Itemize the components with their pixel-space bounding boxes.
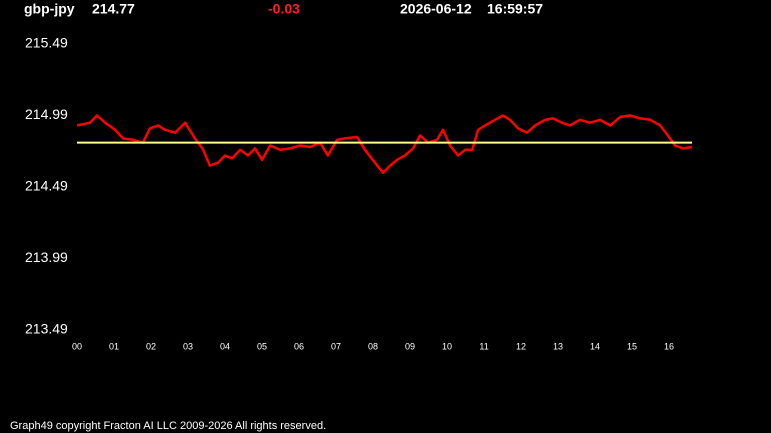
x-tick-label: 14 [590,341,600,351]
x-tick-label: 12 [516,341,526,351]
date: 2026-06-12 [400,1,472,17]
x-tick-label: 10 [442,341,452,351]
time: 16:59:57 [487,1,543,17]
x-tick-label: 11 [479,341,488,351]
price-line [76,114,693,174]
x-tick-label: 09 [405,341,415,351]
x-tick-label: 15 [627,341,637,351]
x-tick-label: 06 [294,341,304,351]
x-tick-label: 05 [257,341,267,351]
y-tick-label: 214.49 [25,178,68,194]
footer: Graph49 copyright Fracton AI LLC 2009-20… [10,420,326,432]
y-tick-label: 213.49 [25,321,68,337]
x-tick-label: 03 [183,341,193,351]
x-tick-label: 08 [368,341,378,351]
change: -0.03 [268,1,300,17]
x-tick-label: 16 [664,341,674,351]
x-tick-label: 00 [72,341,82,351]
x-tick-label: 07 [331,341,341,351]
y-tick-label: 214.99 [25,106,68,122]
y-tick-label: 215.49 [25,35,68,51]
symbol: gbp-jpy [24,1,75,17]
x-tick-label: 04 [220,341,230,351]
last-price: 214.77 [92,1,135,17]
x-tick-label: 13 [553,341,563,351]
x-tick-label: 01 [109,341,119,351]
x-tick-label: 02 [146,341,156,351]
y-tick-label: 213.99 [25,249,68,265]
